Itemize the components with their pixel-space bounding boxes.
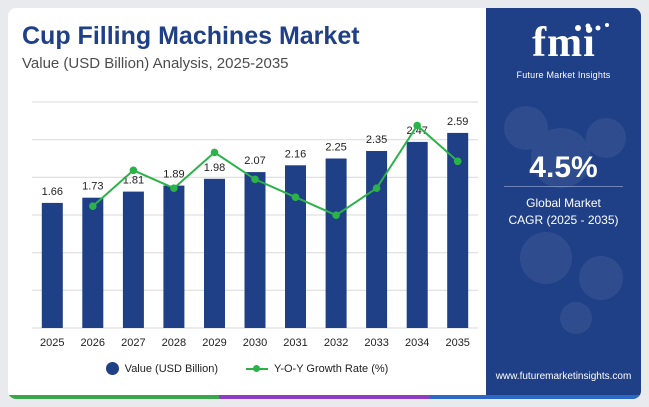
- svg-text:fmi: fmi: [532, 22, 596, 62]
- growth-rate-line: [92, 123, 459, 217]
- growth-point-2028: [170, 184, 178, 192]
- x-tick-label-2030: 2030: [243, 337, 267, 349]
- chart-legend: Value (USD Billion) Y-O-Y Growth Rate (%…: [8, 362, 486, 375]
- growth-point-2035: [453, 157, 462, 166]
- legend-item-growth: Y-O-Y Growth Rate (%): [246, 363, 388, 375]
- bar-2035: [447, 132, 469, 328]
- bar-value-label-2028: 1.89: [163, 169, 184, 181]
- bar-2033: [366, 151, 388, 328]
- growth-point-2026: [89, 202, 97, 210]
- chart-subtitle: Value (USD Billion) Analysis, 2025-2035: [22, 55, 289, 72]
- panel-divider: [504, 186, 623, 187]
- bar-2026: [82, 197, 104, 328]
- bar-2030: [244, 172, 266, 328]
- growth-point-2033: [372, 184, 381, 192]
- world-map-watermark: [504, 106, 626, 334]
- x-tick-label-2032: 2032: [324, 337, 348, 349]
- chart-card: 1.66 2025 1.73 2026 1.81 2027 1.89 2028 1.98 2029…: [8, 8, 641, 399]
- legend-bar-label: Value (USD Billion): [124, 362, 218, 375]
- legend-line-label: Y-O-Y Growth Rate (%): [274, 362, 389, 375]
- x-tick-label-2034: 2034: [405, 337, 429, 349]
- summary-panel: fmi Future Market Insights 4.5% Global M…: [486, 8, 641, 395]
- growth-point-2032: [332, 211, 340, 219]
- bar-value-label-2025: 1.66: [42, 186, 63, 198]
- bar-value-label-2033: 2.35: [366, 134, 387, 146]
- x-tick-label-2028: 2028: [162, 337, 186, 349]
- website-url: www.futuremarketinsights.com: [495, 371, 632, 382]
- growth-point-2029: [210, 148, 219, 157]
- fmi-logo-icon: fmi: [532, 22, 609, 62]
- bar-value-label-2034: 2.47: [406, 125, 427, 137]
- x-tick-label-2026: 2026: [81, 337, 105, 349]
- bottom-color-strip: [8, 395, 641, 399]
- bar-value-label-2035: 2.59: [447, 116, 468, 128]
- growth-point-2027: [129, 166, 138, 175]
- bar-2025: [41, 202, 63, 328]
- x-tick-label-2025: 2025: [40, 337, 64, 349]
- legend-item-value: Value (USD Billion): [105, 362, 218, 375]
- bar-2029: [204, 178, 225, 328]
- cagr-label: Global Market CAGR (2025 - 2035): [486, 195, 641, 229]
- x-tick-label-2031: 2031: [283, 337, 307, 349]
- logo-tagline: Future Market Insights: [516, 70, 611, 80]
- x-tick-label-2035: 2035: [445, 337, 469, 349]
- x-tick-label-2027: 2027: [121, 337, 145, 349]
- strip-segment-purple: [219, 395, 430, 399]
- bar-2031: [285, 165, 306, 328]
- bar-2034: [406, 141, 428, 328]
- growth-point-2030: [251, 175, 259, 184]
- chart-area: 1.66 2025 1.73 2026 1.81 2027 1.89 2028 1.98 2029…: [8, 8, 486, 399]
- strip-segment-green: [8, 395, 219, 399]
- growth-point-2034: [413, 121, 422, 130]
- x-tick-label-2033: 2033: [364, 337, 388, 349]
- bar-2028: [163, 185, 185, 328]
- cagr-label-line1: Global Market: [526, 196, 601, 210]
- legend-line-swatch: [246, 364, 268, 372]
- legend-bar-swatch: [105, 362, 119, 375]
- x-tick-label-2029: 2029: [202, 337, 226, 349]
- cagr-label-line2: CAGR (2025 - 2035): [508, 213, 619, 227]
- bar-value-label-2031: 2.16: [285, 148, 306, 160]
- chart-title: Cup Filling Machines Market: [22, 22, 360, 50]
- bar-value-label-2027: 1.81: [123, 175, 144, 187]
- bar-2027: [122, 191, 144, 328]
- chart-svg: 1.66 2025 1.73 2026 1.81 2027 1.89 2028 1.98 2029…: [32, 101, 478, 349]
- bar-value-label-2026: 1.73: [82, 181, 103, 193]
- bar-value-label-2030: 2.07: [244, 155, 265, 167]
- bar-2032: [325, 158, 347, 328]
- growth-point-2031: [291, 193, 300, 201]
- bar-value-label-2032: 2.25: [325, 142, 346, 154]
- bar-value-label-2029: 1.98: [204, 162, 225, 174]
- strip-segment-blue: [430, 395, 641, 399]
- cagr-value: 4.5%: [529, 151, 598, 184]
